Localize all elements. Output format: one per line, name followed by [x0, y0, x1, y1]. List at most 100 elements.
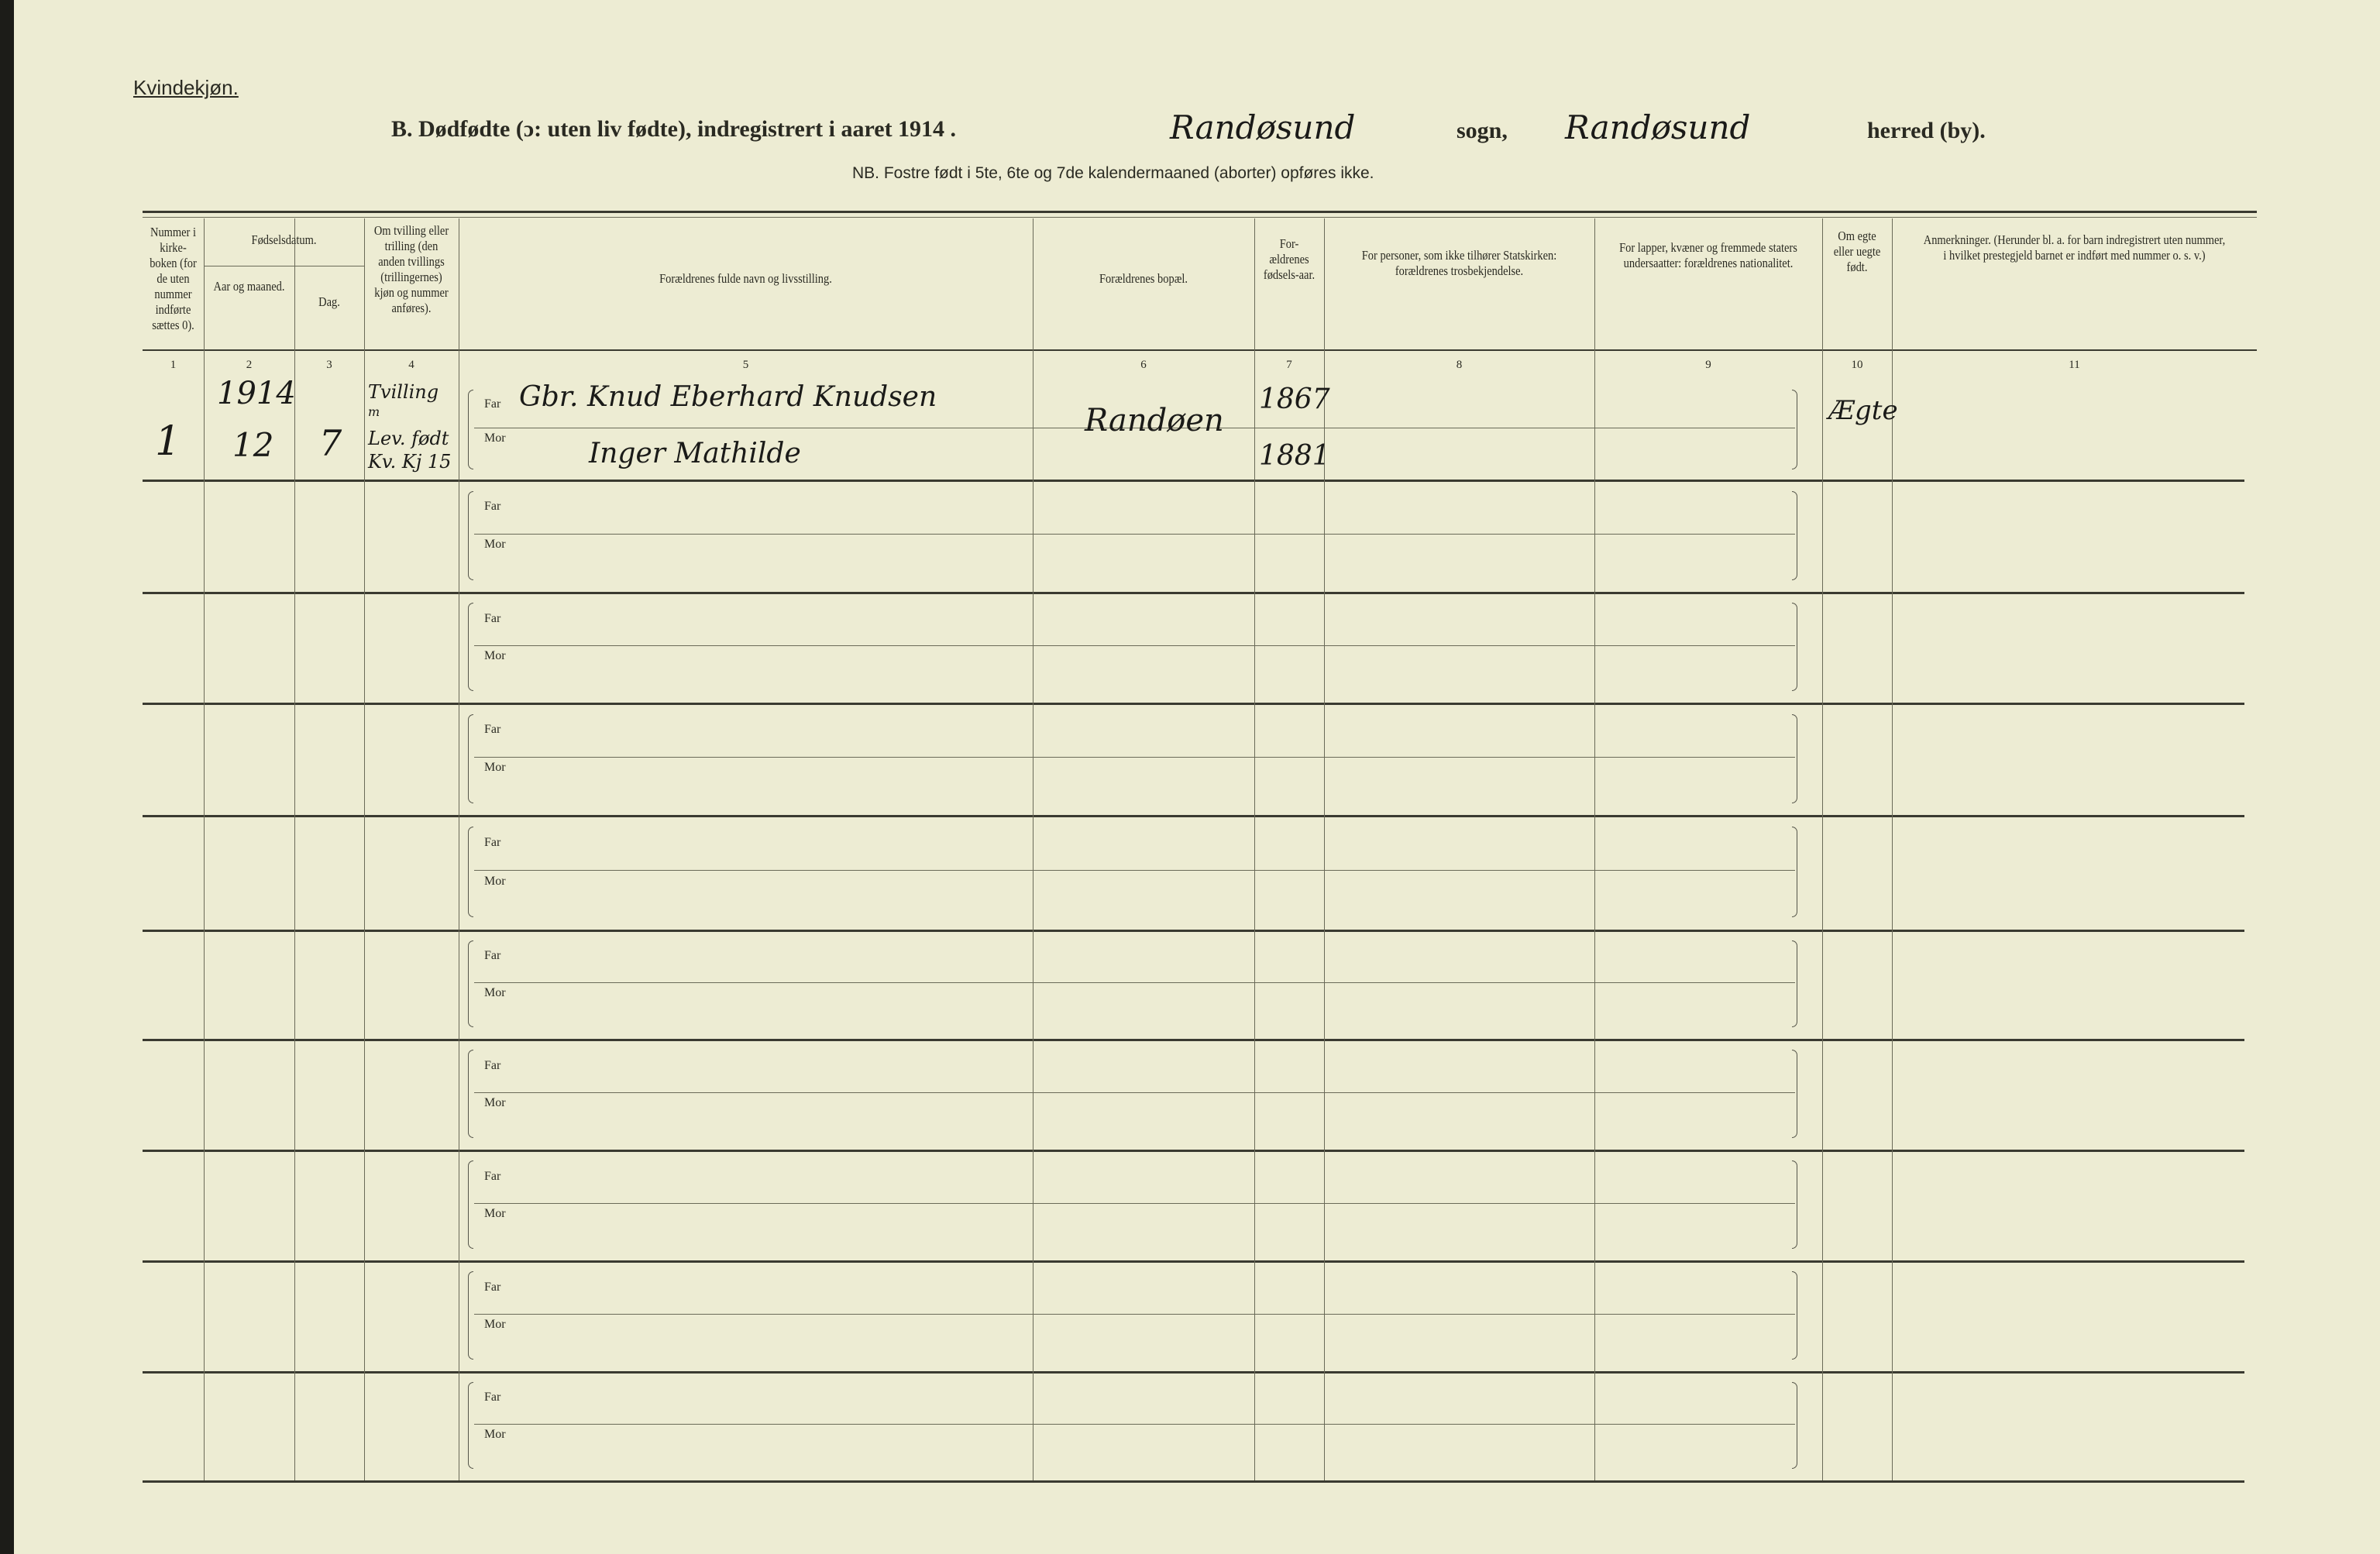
section-label: Kvindekjøn.: [133, 76, 239, 99]
column-divider: [1033, 218, 1034, 1480]
far-label: Far: [484, 1391, 501, 1404]
column-header-3: Dag.: [318, 294, 340, 309]
column-number-6: 6: [1140, 359, 1147, 371]
right-brace: [1792, 603, 1797, 691]
entry-nummer: 1: [155, 418, 181, 465]
far-label: Far: [484, 835, 501, 849]
mor-label: Mor: [484, 761, 506, 775]
column-number-9: 9: [1705, 359, 1711, 371]
column-number-7: 7: [1286, 359, 1292, 371]
row-separator: [143, 703, 2244, 705]
left-brace: [468, 1050, 473, 1138]
column-divider: [1594, 218, 1595, 1480]
column-divider: [294, 218, 295, 1480]
row-separator: [143, 815, 2244, 817]
column-divider: [1254, 218, 1255, 1480]
left-brace: [468, 826, 473, 918]
column-header-4: Om tvilling eller trilling (den anden tv…: [373, 223, 449, 315]
entry-tvilling-line: Kv. Kj 15: [368, 451, 452, 473]
left-brace: [468, 389, 473, 469]
entry-aar: 1914: [217, 376, 296, 411]
far-mor-divider: [474, 1092, 1795, 1093]
mor-label: Mor: [484, 1318, 506, 1332]
scan-edge: [0, 0, 14, 1554]
herred-label: herred (by).: [1867, 118, 1986, 143]
row-separator: [143, 592, 2244, 594]
column-header-11: Anmerkninger. (Herunder bl. a. for barn …: [1923, 232, 2226, 263]
far-mor-divider: [474, 982, 1795, 983]
column-divider: [1822, 218, 1823, 1480]
header-top-rule-thin: [143, 217, 2257, 218]
row-separator: [143, 1371, 2244, 1374]
row-separator: [143, 480, 2244, 482]
page-title: B. Dødfødte (ɔ: uten liv fødte), indregi…: [391, 116, 956, 143]
column-divider: [1324, 218, 1325, 1480]
column-divider: [1892, 218, 1893, 1480]
far-mor-divider: [474, 870, 1795, 872]
right-brace: [1792, 1050, 1797, 1138]
column-header-5: Forældrenes fulde navn og livsstilling.: [659, 271, 832, 286]
mor-label: Mor: [484, 538, 506, 552]
far-mor-divider: [474, 1202, 1795, 1204]
column-number-5: 5: [742, 359, 749, 371]
right-brace: [1792, 1160, 1797, 1249]
far-label: Far: [484, 397, 501, 411]
column-number-8: 8: [1456, 359, 1463, 371]
header-bottom-rule: [143, 349, 2257, 351]
entry-maaned: 12: [232, 426, 274, 464]
column-header-2: Aar og maaned.: [213, 279, 285, 294]
far-mor-divider: [474, 645, 1795, 646]
column-header-10: Om egte eller uegte født.: [1833, 229, 1881, 274]
row-separator: [143, 1480, 2244, 1483]
note: NB. Fostre født i 5te, 6te og 7de kalend…: [852, 164, 1374, 182]
mor-label: Mor: [484, 986, 506, 1000]
left-brace: [468, 603, 473, 691]
far-mor-divider: [474, 533, 1795, 535]
far-mor-divider: [474, 756, 1795, 758]
title-prefix: B. Dødfødte (ɔ: uten liv fødte), indregi…: [391, 116, 957, 142]
left-brace: [468, 940, 473, 1028]
right-brace: [1792, 713, 1797, 803]
row-separator: [143, 1260, 2244, 1263]
mor-label: Mor: [484, 1428, 506, 1442]
column-number-4: 4: [408, 359, 414, 371]
column-header-8: For personer, som ikke tilhører Statskir…: [1361, 248, 1557, 278]
right-brace: [1792, 1382, 1797, 1470]
column-number-3: 3: [326, 359, 332, 371]
entry-mor-name: Inger Mathilde: [589, 438, 801, 469]
entry-egte: Ægte: [1828, 395, 1898, 426]
sogn-value: Randøsund: [1170, 108, 1356, 146]
row-separator: [143, 1150, 2244, 1152]
right-brace: [1792, 389, 1797, 469]
entry-mor-aar: 1881: [1259, 440, 1330, 472]
group-header-fodselsdatum: Fødselsdatum.: [251, 232, 317, 247]
row-separator: [143, 930, 2244, 932]
far-label: Far: [484, 1280, 501, 1294]
column-divider: [204, 218, 205, 1480]
far-label: Far: [484, 723, 501, 737]
left-brace: [468, 1160, 473, 1249]
far-label: Far: [484, 1169, 501, 1183]
entry-tvilling-line: Lev. født: [368, 428, 449, 449]
column-header-7: For-ældrenes fødsels-aar.: [1263, 236, 1316, 282]
right-brace: [1792, 940, 1797, 1028]
mor-label: Mor: [484, 431, 506, 445]
entry-tvilling-line: m: [368, 404, 380, 419]
header-top-rule: [143, 211, 2257, 213]
far-label: Far: [484, 1058, 501, 1072]
column-number-11: 11: [2069, 359, 2080, 371]
far-label: Far: [484, 500, 501, 514]
column-header-9: For lapper, kvæner og fremmede staters u…: [1619, 240, 1797, 270]
column-number-1: 1: [170, 359, 177, 371]
left-brace: [468, 713, 473, 803]
mor-label: Mor: [484, 1096, 506, 1110]
far-mor-divider: [474, 1313, 1795, 1315]
entry-bopael: Randøen: [1085, 403, 1224, 438]
left-brace: [468, 1382, 473, 1470]
entry-tvilling-line: Tvilling: [368, 381, 439, 403]
mor-label: Mor: [484, 874, 506, 888]
left-brace: [468, 1271, 473, 1360]
far-label: Far: [484, 611, 501, 625]
left-brace: [468, 490, 473, 580]
sogn-label: sogn,: [1457, 118, 1508, 143]
